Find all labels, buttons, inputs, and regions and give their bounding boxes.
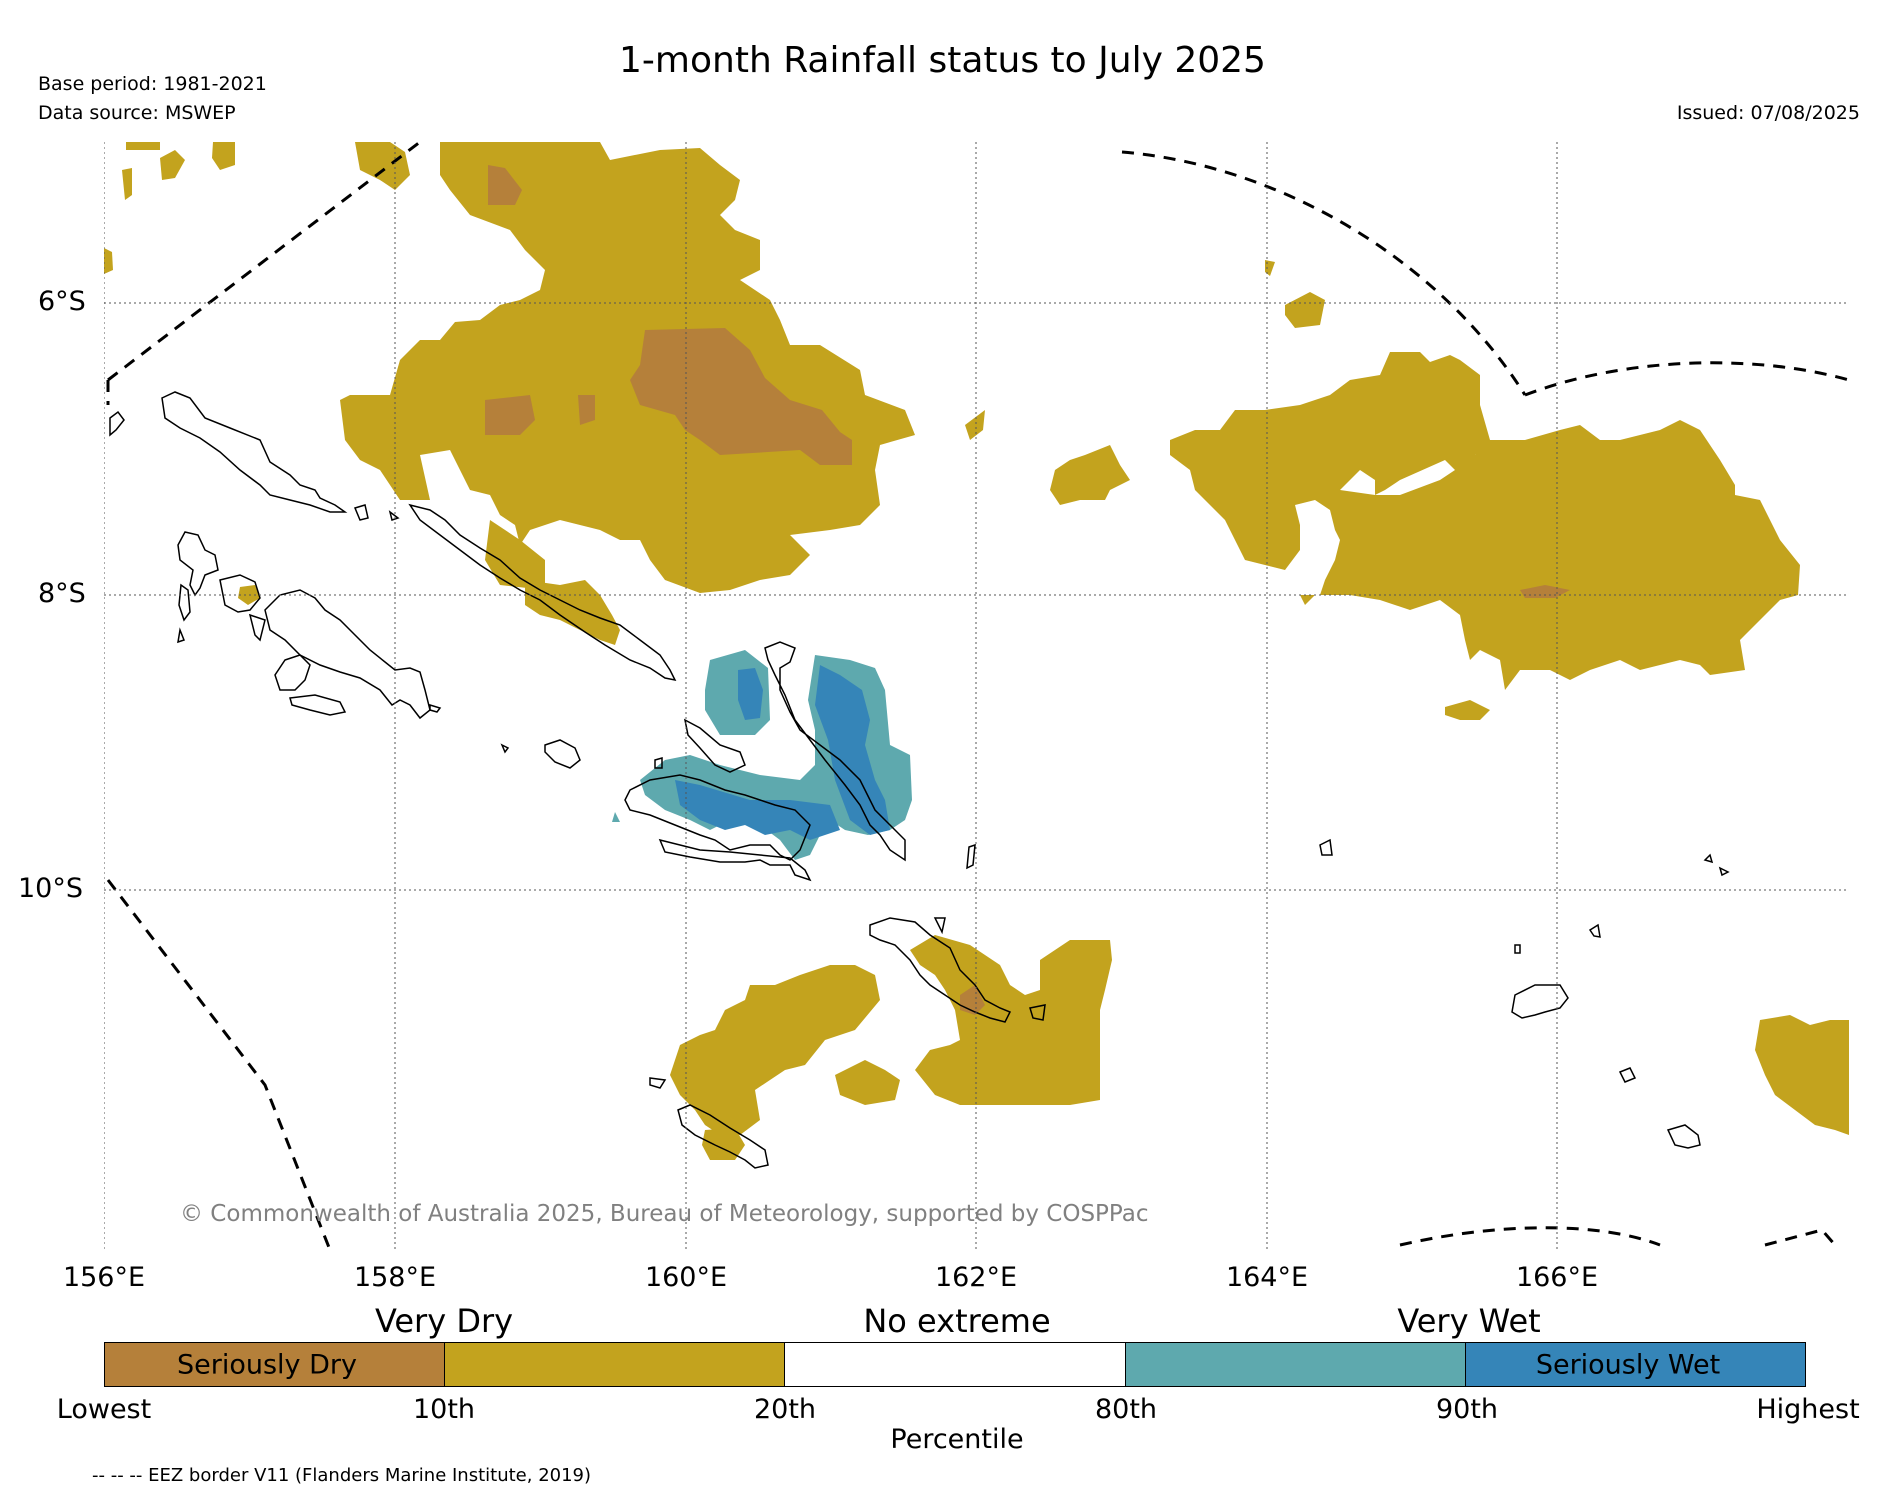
lon-label-164e: 164°E xyxy=(1225,1262,1309,1293)
percentile-label-80th: 80th xyxy=(1094,1394,1158,1425)
seriously-wet-regions xyxy=(675,665,890,840)
percentile-label-highest: Highest xyxy=(1756,1394,1860,1425)
legend-segment-seriously-wet: Seriously Wet xyxy=(1465,1343,1806,1386)
legend-segment-no-extreme xyxy=(785,1343,1126,1386)
legend-category-no-extreme: No extreme xyxy=(863,1302,1051,1340)
very-dry-regions xyxy=(104,142,1849,1160)
data-source-label: Data source: MSWEP xyxy=(38,102,236,124)
lon-label-162e: 162°E xyxy=(934,1262,1018,1293)
legend-segment-very-dry xyxy=(445,1343,786,1386)
legend-segment-very-wet xyxy=(1125,1343,1466,1386)
eez-borders xyxy=(106,142,1849,1250)
lon-label-166e: 166°E xyxy=(1515,1262,1599,1293)
percentile-label-20th: 20th xyxy=(753,1394,817,1425)
eez-border-note: -- -- -- EEZ border V11 (Flanders Marine… xyxy=(92,1465,592,1486)
issued-date-label: Issued: 07/08/2025 xyxy=(1676,102,1860,124)
lat-label-6s: 6°S xyxy=(38,286,86,317)
lat-label-8s: 8°S xyxy=(38,578,86,609)
lon-label-158e: 158°E xyxy=(353,1262,437,1293)
lon-label-160e: 160°E xyxy=(644,1262,728,1293)
legend-colorbar: Seriously Dry Seriously Wet xyxy=(104,1342,1806,1387)
base-period-label: Base period: 1981-2021 xyxy=(38,73,267,95)
lat-label-10s: 10°S xyxy=(18,873,83,904)
legend-category-very-dry: Very Dry xyxy=(374,1302,514,1340)
legend-segment-label-seriously-wet: Seriously Wet xyxy=(1535,1349,1721,1380)
percentile-label-10th: 10th xyxy=(412,1394,476,1425)
graticule xyxy=(104,142,1849,1250)
lon-label-156e: 156°E xyxy=(62,1262,146,1293)
legend-segment-seriously-dry: Seriously Dry xyxy=(105,1343,446,1386)
percentile-axis-label: Percentile xyxy=(890,1424,1024,1455)
percentile-label-90th: 90th xyxy=(1435,1394,1499,1425)
legend-category-very-wet: Very Wet xyxy=(1397,1302,1541,1340)
map-title: 1-month Rainfall status to July 2025 xyxy=(619,40,1266,81)
percentile-label-lowest: Lowest xyxy=(56,1394,152,1425)
copyright-notice: © Commonwealth of Australia 2025, Bureau… xyxy=(180,1201,1149,1227)
legend-segment-label-seriously-dry: Seriously Dry xyxy=(177,1349,357,1380)
